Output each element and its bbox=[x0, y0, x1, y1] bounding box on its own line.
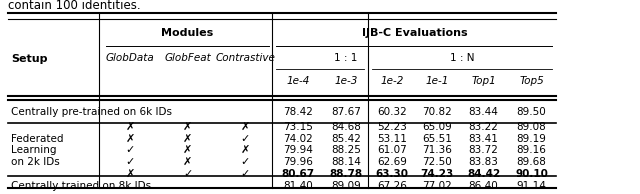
Text: ✓: ✓ bbox=[241, 169, 250, 179]
Text: 88.14: 88.14 bbox=[331, 157, 361, 167]
Text: ✗: ✗ bbox=[125, 122, 134, 132]
Text: Federated: Federated bbox=[11, 134, 63, 144]
Text: Learning: Learning bbox=[11, 145, 56, 155]
Text: ✗: ✗ bbox=[183, 145, 192, 155]
Text: 84.68: 84.68 bbox=[331, 122, 361, 132]
Text: Modules: Modules bbox=[161, 28, 214, 38]
Text: 83.41: 83.41 bbox=[468, 134, 499, 144]
Text: 88.25: 88.25 bbox=[331, 145, 361, 155]
Text: 52.23: 52.23 bbox=[378, 122, 407, 132]
Text: 78.42: 78.42 bbox=[283, 107, 313, 117]
Text: 1e-4: 1e-4 bbox=[286, 76, 310, 87]
Text: 74.23: 74.23 bbox=[420, 169, 454, 179]
Text: 67.26: 67.26 bbox=[378, 181, 407, 191]
Text: 91.14: 91.14 bbox=[516, 181, 547, 191]
Text: ✗: ✗ bbox=[241, 122, 250, 132]
Text: ✗: ✗ bbox=[183, 157, 192, 167]
Text: ✓: ✓ bbox=[241, 157, 250, 167]
Text: Centrally pre-trained on 6k IDs: Centrally pre-trained on 6k IDs bbox=[11, 107, 172, 117]
Text: 65.09: 65.09 bbox=[422, 122, 452, 132]
Text: 60.32: 60.32 bbox=[378, 107, 407, 117]
Text: Top1: Top1 bbox=[471, 76, 496, 87]
Text: 73.15: 73.15 bbox=[283, 122, 313, 132]
Text: Contrastive: Contrastive bbox=[215, 53, 275, 63]
Text: 62.69: 62.69 bbox=[378, 157, 407, 167]
Text: 89.09: 89.09 bbox=[331, 181, 361, 191]
Text: on 2k IDs: on 2k IDs bbox=[11, 157, 60, 167]
Text: 1e-3: 1e-3 bbox=[334, 76, 358, 87]
Text: ✓: ✓ bbox=[125, 145, 134, 155]
Text: Centrally trained on 8k IDs: Centrally trained on 8k IDs bbox=[11, 181, 151, 191]
Text: 61.07: 61.07 bbox=[378, 145, 407, 155]
Text: 1e-1: 1e-1 bbox=[426, 76, 449, 87]
Text: 86.40: 86.40 bbox=[468, 181, 499, 191]
Text: 80.67: 80.67 bbox=[282, 169, 314, 179]
Text: 71.36: 71.36 bbox=[422, 145, 452, 155]
Text: 83.83: 83.83 bbox=[468, 157, 499, 167]
Text: 89.16: 89.16 bbox=[516, 145, 547, 155]
Text: 87.67: 87.67 bbox=[331, 107, 361, 117]
Text: ✗: ✗ bbox=[125, 169, 134, 179]
Text: 89.50: 89.50 bbox=[516, 107, 547, 117]
Text: 79.94: 79.94 bbox=[283, 145, 313, 155]
Text: 77.02: 77.02 bbox=[422, 181, 452, 191]
Text: ✓: ✓ bbox=[241, 134, 250, 144]
Text: 83.72: 83.72 bbox=[468, 145, 499, 155]
Text: 79.96: 79.96 bbox=[283, 157, 313, 167]
Text: 83.44: 83.44 bbox=[468, 107, 499, 117]
Text: 89.68: 89.68 bbox=[516, 157, 547, 167]
Text: 53.11: 53.11 bbox=[378, 134, 407, 144]
Text: 84.42: 84.42 bbox=[467, 169, 500, 179]
Text: 1 : N: 1 : N bbox=[451, 53, 475, 63]
Text: 89.19: 89.19 bbox=[516, 134, 547, 144]
Text: 70.82: 70.82 bbox=[422, 107, 452, 117]
Text: 85.42: 85.42 bbox=[331, 134, 361, 144]
Text: Top5: Top5 bbox=[519, 76, 544, 87]
Text: 63.30: 63.30 bbox=[376, 169, 409, 179]
Text: IJB-C Evaluations: IJB-C Evaluations bbox=[362, 28, 468, 38]
Text: GlobData: GlobData bbox=[106, 53, 154, 63]
Text: ✓: ✓ bbox=[125, 157, 134, 167]
Text: contain 100 identities.: contain 100 identities. bbox=[8, 0, 140, 12]
Text: 81.40: 81.40 bbox=[283, 181, 313, 191]
Text: ✗: ✗ bbox=[183, 134, 192, 144]
Text: ✗: ✗ bbox=[125, 134, 134, 144]
Text: 83.22: 83.22 bbox=[468, 122, 499, 132]
Text: Setup: Setup bbox=[11, 54, 47, 64]
Text: GlobFeat: GlobFeat bbox=[164, 53, 211, 63]
Text: 88.78: 88.78 bbox=[330, 169, 362, 179]
Text: ✗: ✗ bbox=[241, 145, 250, 155]
Text: 89.08: 89.08 bbox=[516, 122, 547, 132]
Text: 72.50: 72.50 bbox=[422, 157, 452, 167]
Text: 1 : 1: 1 : 1 bbox=[334, 53, 357, 63]
Text: 65.51: 65.51 bbox=[422, 134, 452, 144]
Text: 90.10: 90.10 bbox=[515, 169, 548, 179]
Text: ✓: ✓ bbox=[183, 169, 192, 179]
Text: ✗: ✗ bbox=[183, 122, 192, 132]
Text: 74.02: 74.02 bbox=[283, 134, 313, 144]
Text: 1e-2: 1e-2 bbox=[381, 76, 404, 87]
